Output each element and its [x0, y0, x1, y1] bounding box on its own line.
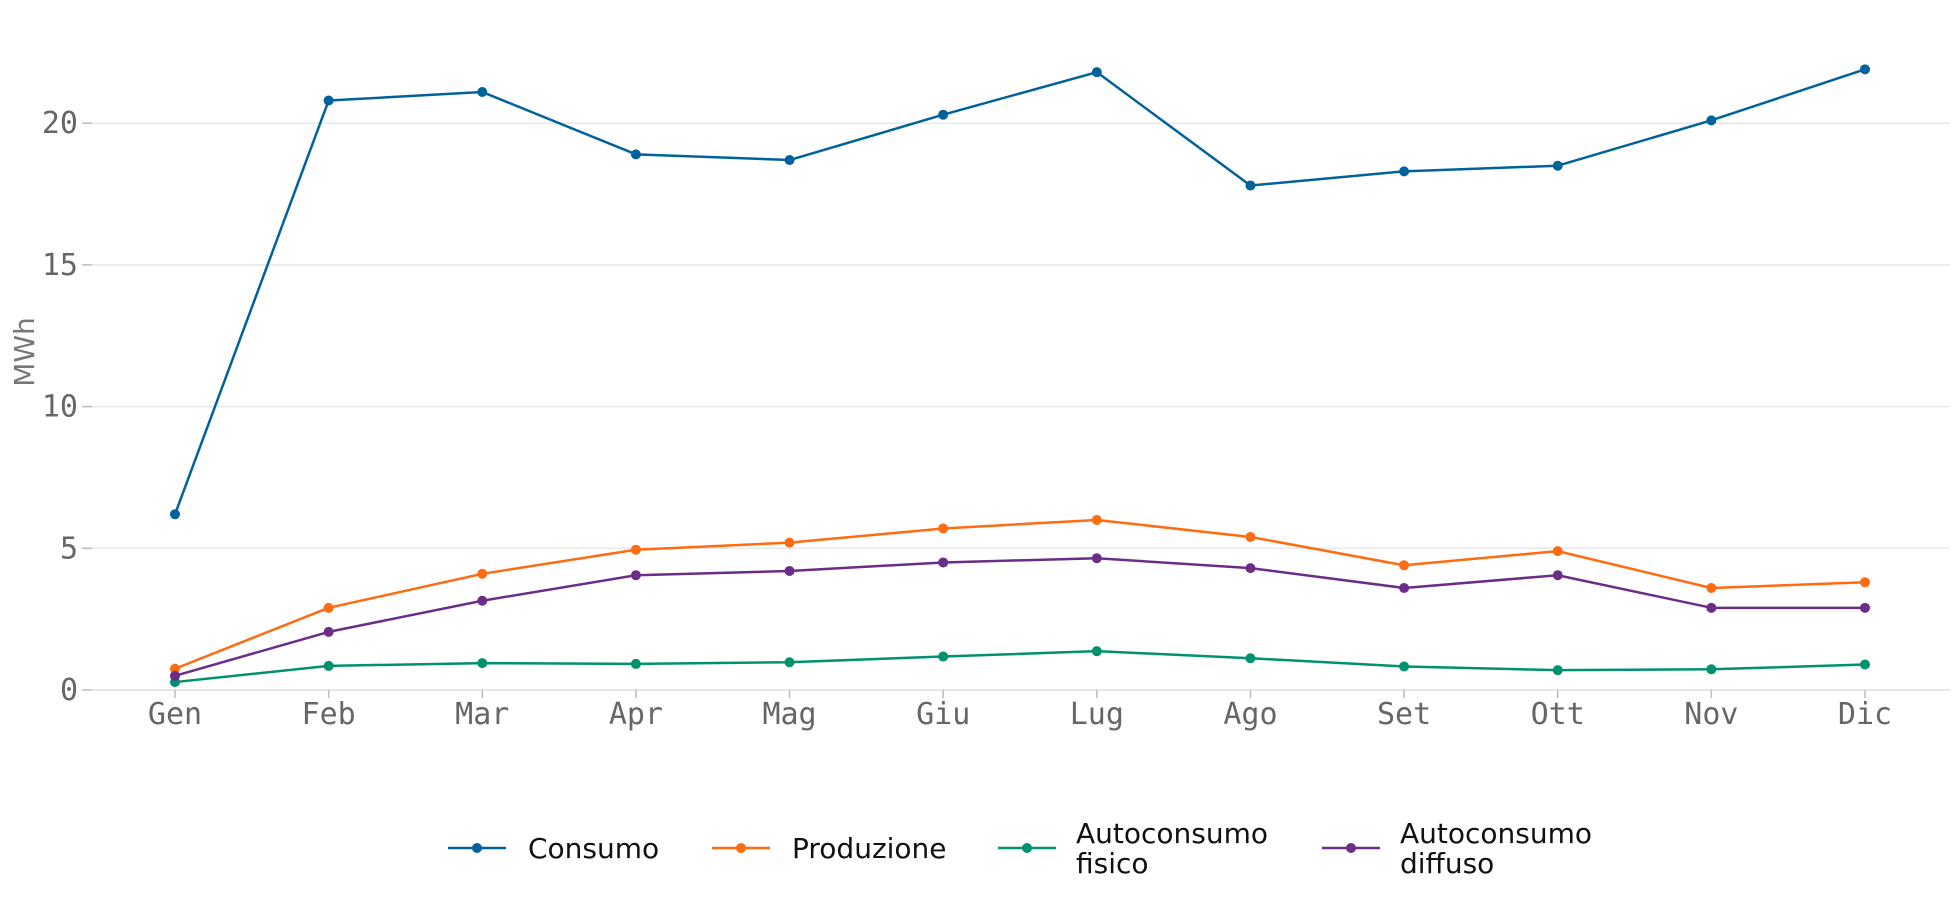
data-point-autoconsumo-fisico [1706, 664, 1717, 675]
data-point-autoconsumo-diffuso [784, 565, 795, 576]
data-point-autoconsumo-diffuso [1552, 570, 1563, 581]
data-point-consumo [1399, 166, 1410, 177]
data-point-consumo [1091, 67, 1102, 78]
x-axis-ticks: Gen Feb Mar Apr Mag Giu Lug Ago Set Ott Nov Dic [148, 690, 1892, 732]
legend-label: Produzione [792, 832, 947, 865]
legend-label: Consumo [528, 832, 659, 865]
data-point-consumo [1245, 180, 1256, 191]
legend-label: Autoconsumo [1400, 817, 1592, 850]
data-point-produzione [323, 602, 334, 613]
y-axis-ticks: 0 5 10 15 20 [42, 106, 92, 708]
data-point-autoconsumo-diffuso [1245, 563, 1256, 574]
data-point-autoconsumo-diffuso [477, 595, 488, 606]
legend-label: diffuso [1400, 847, 1494, 880]
legend: Consumo Produzione AutoconsumofisicoAutoco… [448, 817, 1592, 880]
data-point-consumo [323, 95, 334, 106]
y-tick-label: 5 [60, 531, 78, 566]
x-tick-label: Mag [762, 697, 816, 732]
data-point-autoconsumo-fisico [1552, 665, 1563, 676]
x-tick-label: Nov [1684, 697, 1738, 732]
data-point-produzione [170, 663, 180, 674]
data-point-autoconsumo-diffuso [1706, 602, 1717, 613]
x-tick-label: Giu [916, 697, 970, 732]
data-point-consumo [1552, 160, 1563, 171]
x-tick-label: Mar [455, 697, 509, 732]
data-point-autoconsumo-fisico [1091, 646, 1102, 657]
data-point-autoconsumo-fisico [477, 658, 488, 669]
gridlines [92, 122, 1950, 691]
data-point-produzione [784, 537, 795, 548]
data-point-consumo [170, 509, 180, 520]
data-point-produzione [1399, 560, 1410, 571]
legend-swatch-marker [1346, 843, 1356, 853]
data-point-autoconsumo-fisico [938, 651, 949, 662]
x-tick-label: Ago [1223, 697, 1277, 732]
data-point-autoconsumo-fisico [323, 660, 334, 671]
data-point-consumo [938, 109, 949, 120]
legend-swatch-marker [736, 843, 746, 853]
data-point-autoconsumo-diffuso [170, 670, 180, 681]
data-point-produzione [1706, 582, 1717, 593]
data-point-produzione [477, 568, 488, 579]
legend-swatch-marker [1022, 843, 1032, 853]
data-point-autoconsumo-fisico [1245, 653, 1256, 664]
data-point-consumo [1860, 64, 1870, 75]
data-point-consumo [630, 149, 641, 160]
data-point-autoconsumo-fisico [784, 657, 795, 668]
data-point-produzione [1552, 546, 1563, 557]
data-point-autoconsumo-diffuso [938, 557, 949, 568]
x-tick-label: Lug [1070, 697, 1124, 732]
data-point-autoconsumo-fisico [1399, 661, 1410, 672]
x-tick-label: Feb [302, 697, 356, 732]
data-point-autoconsumo-diffuso [1860, 602, 1870, 613]
series-line-produzione [174, 518, 1866, 670]
data-point-produzione [938, 523, 949, 534]
y-axis-label: MWh [8, 317, 41, 387]
data-point-consumo [1706, 115, 1717, 126]
series-line-consumo [173, 68, 1866, 515]
series-autoconsumo-fisico [170, 646, 1870, 688]
data-point-autoconsumo-diffuso [1091, 553, 1102, 564]
data-point-autoconsumo-diffuso [323, 626, 334, 637]
legend-item-consumo: Consumo [448, 832, 659, 865]
x-tick-label: Set [1377, 697, 1431, 732]
y-tick-label: 0 [60, 673, 78, 708]
series-consumo [170, 64, 1870, 520]
y-tick-label: 10 [42, 390, 78, 425]
series-line-autoconsumo-diffuso [174, 556, 1865, 678]
legend-item-produzione: Produzione [712, 832, 947, 865]
y-tick-label: 15 [42, 248, 78, 283]
x-tick-label: Gen [148, 697, 202, 732]
data-point-consumo [477, 87, 488, 98]
data-point-autoconsumo-diffuso [630, 570, 641, 581]
series-produzione [170, 514, 1870, 674]
series-group [170, 64, 1870, 688]
series-autoconsumo-diffuso [170, 553, 1870, 681]
x-tick-label: Ott [1531, 697, 1585, 732]
legend-label: fisico [1076, 847, 1149, 880]
legend-swatch-marker [472, 843, 482, 853]
x-tick-label: Dic [1838, 697, 1892, 732]
data-point-produzione [1860, 577, 1870, 588]
data-point-autoconsumo-diffuso [1399, 582, 1410, 593]
data-point-produzione [1245, 531, 1256, 542]
data-point-produzione [1091, 514, 1102, 525]
data-point-autoconsumo-fisico [630, 658, 641, 669]
legend-label: Autoconsumo [1076, 817, 1268, 850]
data-point-consumo [784, 155, 795, 166]
y-tick-label: 20 [42, 106, 78, 141]
data-point-produzione [630, 544, 641, 555]
series-line-autoconsumo-fisico [174, 649, 1866, 684]
x-tick-label: Apr [609, 697, 663, 732]
data-point-autoconsumo-fisico [1860, 659, 1870, 670]
